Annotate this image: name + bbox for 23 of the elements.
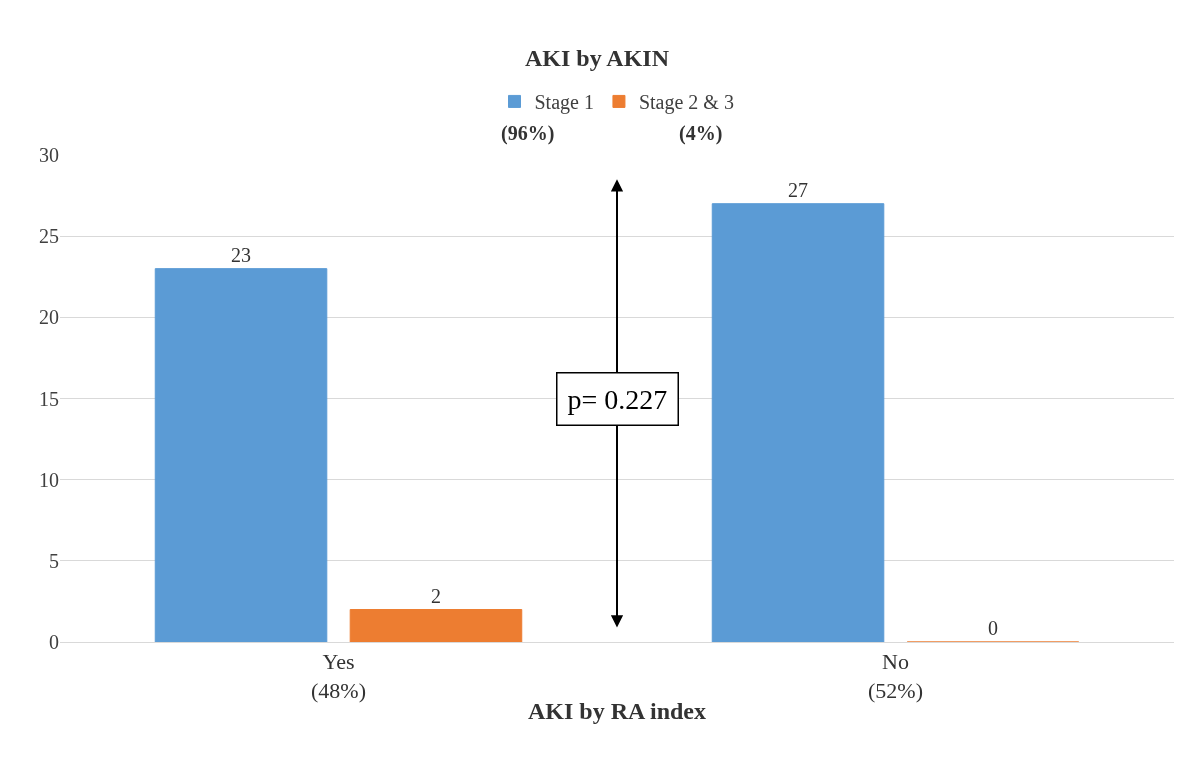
y-tick-label: 10	[39, 468, 59, 491]
y-tick-label: 5	[49, 549, 59, 572]
text: (96%)	[501, 122, 555, 145]
bar	[711, 203, 885, 642]
data-label: 27	[788, 178, 809, 201]
legend-label: Stage 2 & 3	[638, 91, 734, 115]
y-tick-label: 15	[39, 387, 59, 410]
x-axis-title: AKI by RA index	[527, 698, 707, 725]
bar	[154, 268, 328, 642]
y-tick-label: 20	[39, 306, 59, 329]
y-tick-label: 0	[49, 631, 59, 653]
bar	[349, 609, 523, 642]
data-label: 0	[987, 617, 998, 639]
annotation: p= 0.227	[567, 383, 668, 415]
x-tick-label: Yes (48%)	[311, 649, 366, 703]
data-label: 23	[231, 243, 252, 266]
text: (4%)	[679, 122, 723, 145]
data-label: 2	[430, 584, 441, 607]
x-tick-label: No (52%)	[868, 649, 923, 703]
y-tick-label: 25	[39, 225, 59, 248]
chart-title: AKI by AKIN	[524, 44, 670, 71]
y-tick-label: 30	[39, 144, 59, 166]
legend-label: Stage 1	[534, 91, 594, 115]
